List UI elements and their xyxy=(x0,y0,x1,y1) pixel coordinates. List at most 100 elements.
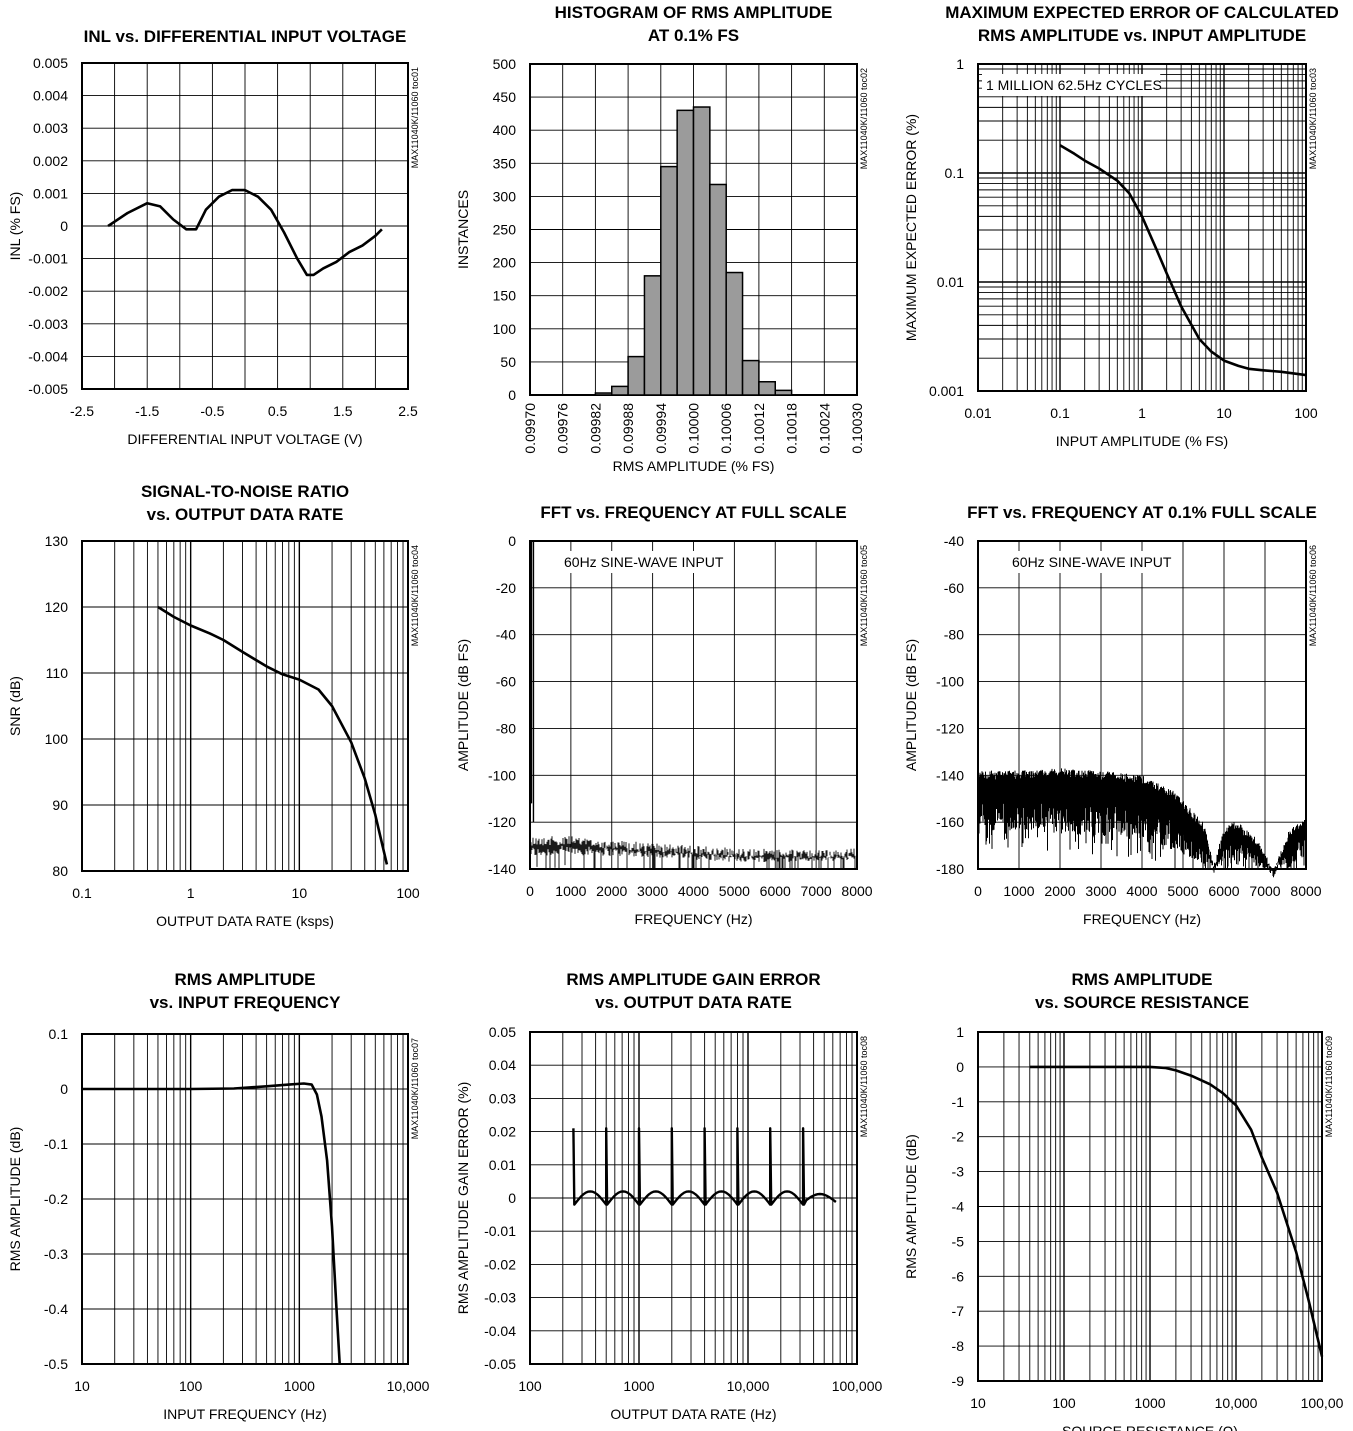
x-axis-label: FREQUENCY (Hz) xyxy=(635,911,753,927)
x-tick-label: 1 xyxy=(187,885,195,901)
x-tick-label: 4000 xyxy=(1126,883,1157,899)
x-axis-label: INPUT AMPLITUDE (% FS) xyxy=(1056,433,1228,449)
y-tick-label: -3 xyxy=(952,1164,965,1180)
histogram-bar xyxy=(611,385,629,396)
x-tick-label: 0.10018 xyxy=(784,403,800,454)
x-tick-label: 10 xyxy=(970,1395,986,1411)
histogram-bar xyxy=(643,275,662,396)
x-tick-label: 5000 xyxy=(1167,883,1198,899)
chart-title: vs. OUTPUT DATA RATE xyxy=(595,993,792,1012)
y-tick-label: -0.02 xyxy=(484,1256,516,1272)
y-tick-label: -0.01 xyxy=(484,1223,516,1239)
annotation-text: 60Hz SINE-WAVE INPUT xyxy=(564,554,724,570)
fft-tone-peak xyxy=(530,541,535,823)
plot-frame xyxy=(977,1031,1323,1382)
y-tick-label: -8 xyxy=(952,1338,965,1354)
x-axis-label: DIFFERENTIAL INPUT VOLTAGE (V) xyxy=(127,431,362,447)
y-axis-label: SNR (dB) xyxy=(7,676,23,736)
x-axis-label: OUTPUT DATA RATE (Hz) xyxy=(610,1406,776,1422)
y-tick-label: 0.002 xyxy=(33,153,68,169)
y-tick-label: 200 xyxy=(493,255,517,271)
y-axis-label: INSTANCES xyxy=(455,190,471,269)
y-tick-label: -40 xyxy=(496,627,516,643)
x-tick-label: 1000 xyxy=(1134,1395,1165,1411)
plot-frame xyxy=(81,1033,409,1365)
histogram-bar xyxy=(660,165,678,396)
x-tick-label: 0.10006 xyxy=(718,403,734,454)
y-tick-label: 0.05 xyxy=(489,1024,516,1040)
x-tick-label: 6000 xyxy=(1208,883,1239,899)
y-tick-label: 250 xyxy=(493,222,517,238)
chart-5: FFT vs. FREQUENCY AT FULL SCALE -140 -120 -… xyxy=(455,503,873,927)
y-tick-label: 0.04 xyxy=(489,1057,516,1073)
y-tick-label: 0.003 xyxy=(33,120,68,136)
histogram-bar xyxy=(758,381,777,396)
y-tick-label: 0 xyxy=(508,533,516,549)
chart-title: vs. SOURCE RESISTANCE xyxy=(1035,993,1249,1012)
y-tick-label: 300 xyxy=(493,188,517,204)
y-tick-label: 0 xyxy=(60,1081,68,1097)
chart-title: INL vs. DIFFERENTIAL INPUT VOLTAGE xyxy=(84,27,407,46)
chart-title: RMS AMPLITUDE xyxy=(174,970,315,989)
side-reference-label: MAX11040K/11060 toc07 xyxy=(410,1038,420,1139)
chart-8: RMS AMPLITUDE GAIN ERROR vs. OUTPUT DATA … xyxy=(455,970,883,1422)
x-tick-label: 0.10000 xyxy=(686,403,702,454)
x-tick-label: 3000 xyxy=(1085,883,1116,899)
x-tick-label: 0.09976 xyxy=(555,403,571,454)
x-tick-label: 0 xyxy=(974,883,982,899)
chart-title: HISTOGRAM OF RMS AMPLITUDE xyxy=(555,3,833,22)
plot-frame xyxy=(529,540,858,870)
y-axis-label: AMPLITUDE (dB FS) xyxy=(903,639,919,771)
chart-title: SIGNAL-TO-NOISE RATIO xyxy=(141,482,349,501)
side-reference-label: MAX11040K/11060 toc09 xyxy=(1324,1036,1334,1137)
x-tick-label: 0.1 xyxy=(1050,405,1070,421)
x-tick-label: 8000 xyxy=(841,883,872,899)
series-line xyxy=(82,1082,341,1365)
x-tick-label: 4000 xyxy=(678,883,709,899)
side-reference-label: MAX11040K/11060 toc05 xyxy=(859,545,869,646)
gain-error-line xyxy=(572,1127,837,1206)
y-tick-label: 400 xyxy=(493,122,517,138)
x-tick-label: 2000 xyxy=(1044,883,1075,899)
y-tick-label: -20 xyxy=(496,580,516,596)
chart-title: RMS AMPLITUDE GAIN ERROR xyxy=(566,970,820,989)
histogram-bar xyxy=(709,183,727,396)
x-tick-label: 7000 xyxy=(801,883,832,899)
y-tick-label: -0.5 xyxy=(44,1356,68,1372)
y-tick-label: -140 xyxy=(936,767,964,783)
x-tick-label: 1000 xyxy=(555,883,586,899)
x-axis-label: INPUT FREQUENCY (Hz) xyxy=(163,1406,327,1422)
y-tick-label: -140 xyxy=(488,861,516,877)
x-tick-label: 3000 xyxy=(637,883,668,899)
x-tick-label: 8000 xyxy=(1290,883,1321,899)
x-tick-label: -0.5 xyxy=(200,403,224,419)
x-axis-label: SOURCE RESISTANCE (Ω) xyxy=(1062,1423,1238,1431)
histogram-bar xyxy=(741,359,760,396)
x-tick-label: 100,00 xyxy=(1301,1395,1344,1411)
x-tick-label: 10,000 xyxy=(387,1378,430,1394)
y-tick-label: -0.003 xyxy=(28,316,68,332)
x-tick-label: 100 xyxy=(518,1378,542,1394)
y-tick-label: -1 xyxy=(952,1094,965,1110)
chart-title: vs. INPUT FREQUENCY xyxy=(150,993,341,1012)
y-tick-label: -5 xyxy=(952,1233,965,1249)
x-tick-label: 100,000 xyxy=(832,1378,883,1394)
y-tick-label: -120 xyxy=(936,720,964,736)
y-axis-label: RMS AMPLITUDE GAIN ERROR (%) xyxy=(455,1082,471,1315)
y-tick-label: 90 xyxy=(52,797,68,813)
side-reference-label: MAX11040K/11060 toc04 xyxy=(410,545,420,646)
series-line xyxy=(1059,144,1307,377)
y-axis-label: RMS AMPLITUDE (dB) xyxy=(903,1134,919,1279)
y-tick-label: 1 xyxy=(956,56,964,72)
x-tick-label: 10 xyxy=(292,885,308,901)
y-tick-label: -0.04 xyxy=(484,1323,516,1339)
y-tick-label: -0.002 xyxy=(28,283,68,299)
y-tick-label: -0.4 xyxy=(44,1301,68,1317)
x-tick-label: 0.1 xyxy=(72,885,92,901)
x-tick-label: 1.5 xyxy=(333,403,353,419)
plot-area xyxy=(82,541,408,871)
series-line xyxy=(157,605,389,865)
y-axis-label: INL (% FS) xyxy=(7,192,23,261)
x-tick-label: 7000 xyxy=(1249,883,1280,899)
y-tick-label: 0 xyxy=(60,218,68,234)
